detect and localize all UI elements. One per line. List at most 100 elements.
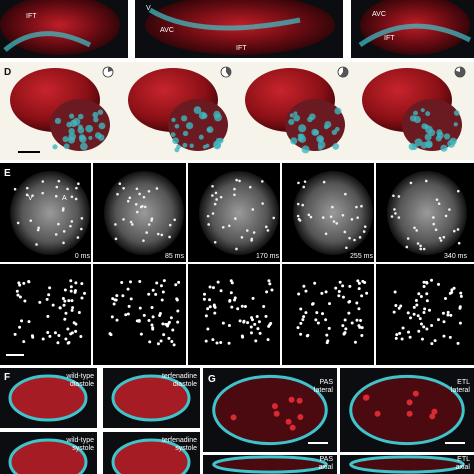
cell (374, 410, 381, 417)
cell (77, 113, 84, 120)
nucleus (211, 184, 214, 188)
tracked-cell (70, 299, 74, 303)
tracked-cell (31, 335, 35, 339)
tracked-cell (20, 319, 24, 323)
nucleus (335, 222, 339, 225)
tracked-cell (357, 287, 361, 291)
cell (324, 120, 332, 128)
panel-letter: D (4, 67, 11, 78)
tracked-cell (18, 283, 22, 287)
label: AVC (160, 27, 174, 34)
tracked-cell (148, 340, 152, 344)
cell (425, 111, 431, 117)
nucleus (142, 195, 146, 199)
nucleus (147, 190, 151, 193)
tracked-cell (208, 298, 212, 302)
tracked-cell (27, 280, 31, 284)
tracked-cell (427, 308, 431, 312)
tracked-cell (246, 321, 250, 325)
tracked-cell (399, 304, 403, 308)
cell (189, 143, 194, 149)
nucleus (405, 245, 409, 249)
nucleus (143, 205, 147, 209)
tracked-cell (414, 299, 418, 303)
tracked-cell (151, 315, 155, 319)
tracked-cell (265, 290, 269, 294)
tracked-cell (422, 285, 426, 289)
tracked-cell (176, 309, 180, 313)
tracked-cell (360, 326, 364, 330)
heart-image (111, 438, 191, 474)
tracked-cell (406, 311, 410, 315)
tracked-cell (458, 306, 462, 310)
tracked-cell (171, 328, 175, 332)
nucleus (356, 216, 359, 219)
nucleus (221, 226, 225, 229)
tracked-cell (350, 321, 354, 325)
tracked-cell (394, 336, 398, 340)
nucleus (13, 187, 17, 191)
nucleus (435, 198, 439, 201)
cell (288, 118, 295, 126)
cell (230, 414, 237, 421)
nucleus (207, 223, 210, 226)
tracked-cell (264, 314, 268, 318)
cell (98, 122, 106, 130)
tracked-cell (442, 334, 446, 338)
tracked-cell (48, 286, 52, 290)
tracked-cell (416, 314, 420, 318)
cell (172, 137, 180, 145)
tracked-cell (167, 336, 171, 340)
tracked-cell (348, 299, 352, 303)
tracked-cell (425, 299, 429, 303)
tracked-cell (459, 291, 463, 295)
tracked-cell (227, 341, 231, 345)
tracked-cell (315, 311, 319, 315)
tracked-cell (147, 318, 151, 322)
tracked-cell (58, 306, 62, 310)
tracked-cell (450, 290, 454, 294)
panel-letter: G (208, 374, 216, 385)
nucleus (456, 228, 460, 231)
nucleus (434, 228, 438, 232)
nucleus (173, 218, 176, 222)
label: A (62, 195, 67, 202)
tracked-cell (409, 316, 413, 320)
tracked-cell (15, 289, 19, 293)
cell (170, 132, 176, 138)
nucleus (438, 236, 442, 240)
tracked-cell (302, 284, 306, 288)
nucleus (261, 202, 264, 205)
phase-icon (455, 67, 465, 78)
tracked-cell (202, 292, 206, 296)
nucleus (363, 225, 367, 228)
tracked-cell (446, 310, 450, 314)
tracked-cell (316, 321, 320, 325)
tracked-cell (357, 281, 361, 285)
tracked-cell (23, 299, 27, 303)
nucleus (266, 229, 270, 232)
heart-image (387, 171, 467, 255)
tracked-cell (46, 331, 50, 335)
heart-image (10, 171, 90, 255)
nucleus (62, 207, 65, 210)
tracked-cell (135, 319, 139, 323)
tracked-cell (240, 334, 244, 338)
nucleus (358, 236, 362, 239)
tracked-cell (17, 281, 21, 285)
nucleus (302, 185, 306, 189)
tracked-cell (77, 311, 81, 315)
cell (171, 117, 176, 123)
nucleus (131, 223, 134, 226)
tracked-cell (13, 332, 17, 336)
cell (68, 128, 75, 135)
tracked-cell (344, 327, 348, 331)
nucleus (61, 209, 65, 212)
nucleus (128, 196, 132, 200)
tracked-cell (61, 297, 65, 301)
heart-image (212, 455, 328, 474)
tracked-cell (167, 320, 171, 324)
cell (198, 134, 204, 140)
tracked-cell (240, 304, 244, 308)
cell (288, 396, 295, 403)
